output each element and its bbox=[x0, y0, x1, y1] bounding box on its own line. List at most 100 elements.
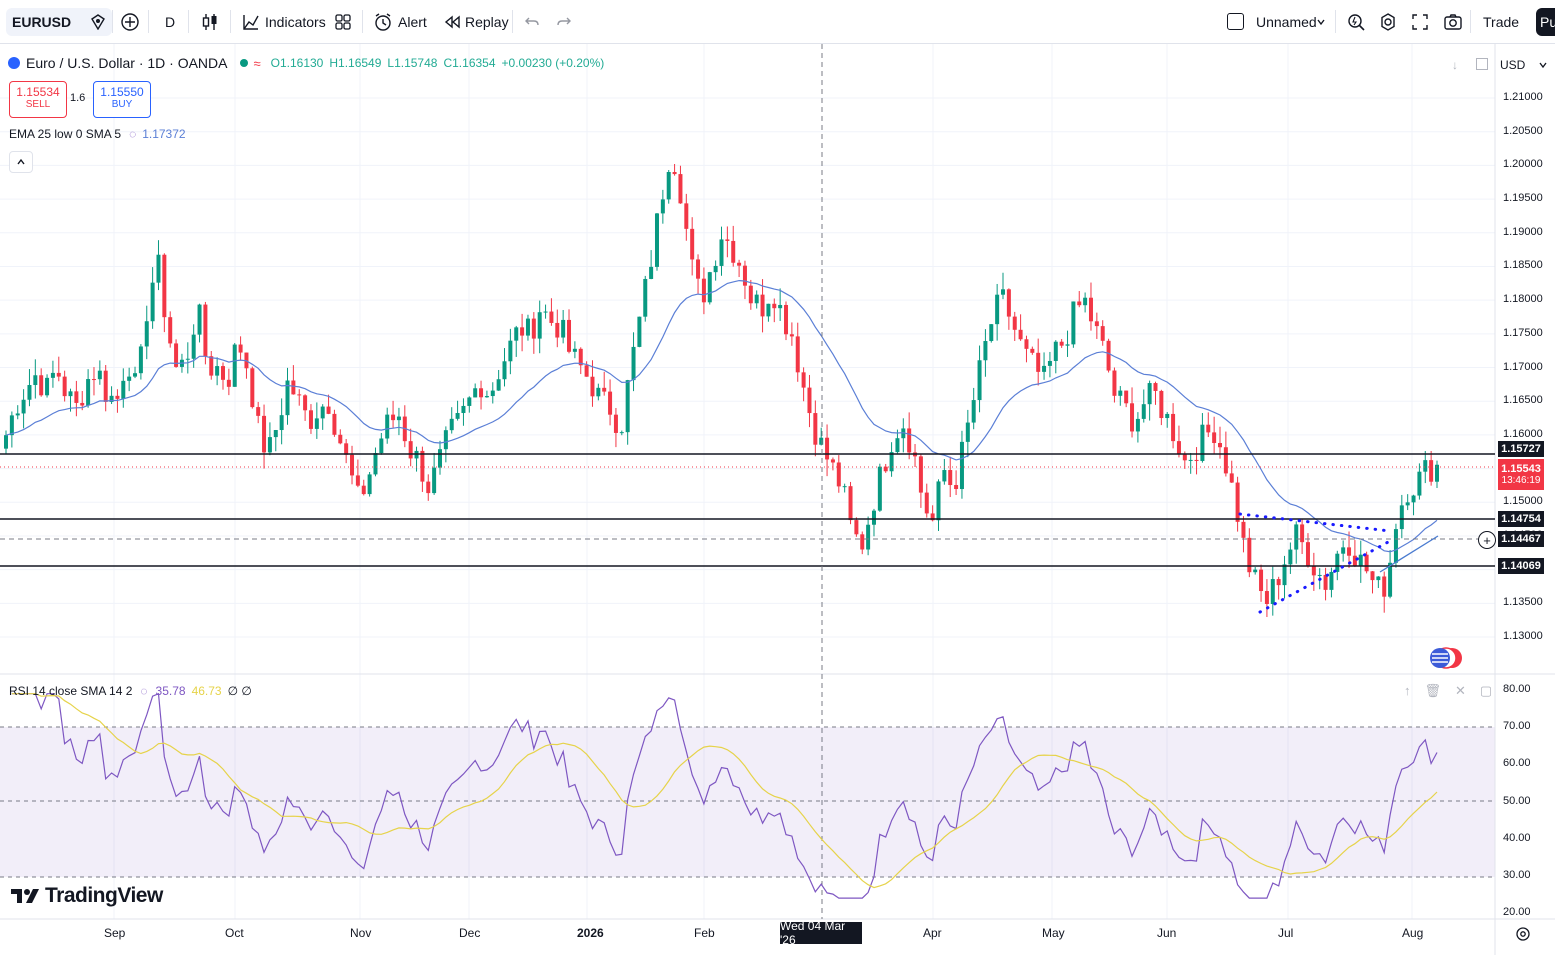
ema-legend[interactable]: EMA 25 low 0 SMA 5 ◌ 1.17372 bbox=[9, 127, 186, 141]
candle-body bbox=[801, 372, 806, 388]
quick-search-icon[interactable] bbox=[1346, 0, 1366, 43]
candle bbox=[15, 405, 20, 420]
settings-gear-icon[interactable] bbox=[1378, 0, 1398, 43]
tradingview-logo[interactable]: TradingView bbox=[11, 884, 163, 908]
alert-button[interactable]: Alert bbox=[373, 0, 427, 43]
candle-body bbox=[1347, 547, 1352, 556]
candle bbox=[807, 374, 812, 428]
candle bbox=[1382, 571, 1387, 613]
candle bbox=[877, 463, 882, 512]
candle-body bbox=[1141, 404, 1146, 419]
candle bbox=[1012, 311, 1017, 341]
replay-button[interactable]: Replay bbox=[443, 0, 509, 43]
compare-add-icon[interactable] bbox=[120, 0, 140, 43]
candle-body bbox=[496, 379, 501, 391]
candle-body bbox=[883, 466, 888, 472]
candle bbox=[508, 328, 513, 375]
buy-button[interactable]: 1.15550 BUY bbox=[93, 81, 151, 118]
symbol-name[interactable]: EURUSD bbox=[12, 13, 72, 30]
open-value: O1.16130 bbox=[270, 56, 324, 70]
close-icon[interactable]: ✕ bbox=[1455, 683, 1466, 698]
chevron-down-icon[interactable] bbox=[1316, 0, 1326, 43]
axis-settings-gear-icon[interactable] bbox=[1515, 926, 1531, 947]
pattern-lower-line[interactable] bbox=[1258, 539, 1392, 614]
indicators-button[interactable]: Indicators bbox=[242, 0, 326, 43]
add-plus-icon[interactable]: + bbox=[1478, 531, 1496, 549]
candle bbox=[408, 428, 413, 467]
candle bbox=[1001, 272, 1006, 300]
candle bbox=[361, 479, 366, 496]
candle bbox=[332, 409, 337, 437]
candle bbox=[983, 329, 988, 377]
events-flags-icon[interactable] bbox=[1430, 647, 1462, 669]
candle-body bbox=[977, 360, 982, 401]
candle-body bbox=[1200, 424, 1205, 461]
camera-icon[interactable] bbox=[1443, 0, 1463, 43]
candle-body bbox=[461, 405, 466, 414]
candle bbox=[1253, 567, 1258, 575]
templates-grid-icon[interactable] bbox=[334, 0, 352, 43]
maximize-icon[interactable]: ▢ bbox=[1479, 683, 1493, 698]
maximize-pane-icon[interactable] bbox=[1476, 58, 1488, 70]
candle-body bbox=[1124, 390, 1129, 404]
candle bbox=[1294, 521, 1299, 564]
candle-body bbox=[754, 294, 759, 304]
candle-body bbox=[789, 334, 794, 337]
series-legend[interactable]: Euro / U.S. Dollar · 1D · OANDA ≈ O1.161… bbox=[8, 55, 604, 71]
trend-line[interactable] bbox=[1379, 535, 1439, 573]
candle-body bbox=[1218, 443, 1223, 448]
publish-button[interactable]: Pu bbox=[1536, 8, 1555, 36]
candle-body bbox=[455, 413, 460, 419]
candle bbox=[678, 165, 683, 204]
candles-chart-type-icon[interactable] bbox=[200, 0, 220, 43]
undo-icon[interactable] bbox=[524, 0, 540, 43]
candle-body bbox=[1053, 341, 1058, 361]
price-tick-label: 1.13500 bbox=[1503, 596, 1543, 609]
candle bbox=[1435, 460, 1439, 488]
candle-body bbox=[437, 449, 442, 468]
candle bbox=[21, 389, 26, 429]
candle-body bbox=[1411, 495, 1416, 503]
chart-canvas[interactable] bbox=[0, 44, 1555, 955]
sell-button[interactable]: 1.15534 SELL bbox=[9, 81, 67, 118]
fullscreen-icon[interactable] bbox=[1411, 0, 1429, 43]
candle-body bbox=[308, 410, 313, 429]
candle bbox=[414, 446, 419, 472]
candle bbox=[590, 360, 595, 407]
trade-button[interactable]: Trade bbox=[1483, 13, 1520, 30]
pattern-upper-line[interactable] bbox=[1238, 512, 1392, 533]
price-tick-label: 1.16000 bbox=[1503, 427, 1543, 440]
candle-body bbox=[279, 415, 284, 431]
candle-body bbox=[103, 370, 108, 402]
candle-body bbox=[408, 441, 413, 459]
candle bbox=[1036, 338, 1041, 386]
chevron-down-icon bbox=[1539, 62, 1547, 69]
candle-body bbox=[1006, 289, 1011, 317]
low-value: L1.15748 bbox=[387, 56, 438, 70]
redo-icon[interactable] bbox=[556, 0, 572, 43]
symbol-flag-icon[interactable] bbox=[90, 0, 106, 43]
candle-body bbox=[385, 414, 390, 439]
move-up-icon[interactable]: ↑ bbox=[1404, 683, 1411, 698]
candle bbox=[232, 342, 237, 387]
candle bbox=[244, 352, 249, 379]
candle bbox=[608, 379, 613, 426]
ema-line bbox=[5, 279, 1438, 553]
scroll-down-icon[interactable]: ↓ bbox=[1452, 58, 1458, 72]
layout-name[interactable]: Unnamed bbox=[1256, 13, 1317, 30]
candle bbox=[719, 226, 724, 276]
candle-body bbox=[561, 319, 566, 338]
sell-price: 1.15534 bbox=[16, 85, 60, 99]
candle-body bbox=[68, 391, 73, 397]
candle-body bbox=[1405, 502, 1410, 506]
collapse-legend-button[interactable] bbox=[9, 151, 33, 173]
candle-body bbox=[209, 356, 214, 376]
candle bbox=[1124, 390, 1129, 408]
interval-button[interactable]: D bbox=[165, 13, 176, 30]
candle bbox=[602, 371, 607, 396]
rsi-legend[interactable]: RSI 14 close SMA 14 2 ◌ 35.78 46.73 ∅ ∅ bbox=[9, 684, 252, 698]
candle-body bbox=[907, 428, 912, 453]
trash-icon[interactable]: 🗑 bbox=[1424, 683, 1442, 698]
currency-selector[interactable]: USD bbox=[1500, 56, 1548, 74]
layout-checkbox[interactable] bbox=[1227, 0, 1244, 43]
